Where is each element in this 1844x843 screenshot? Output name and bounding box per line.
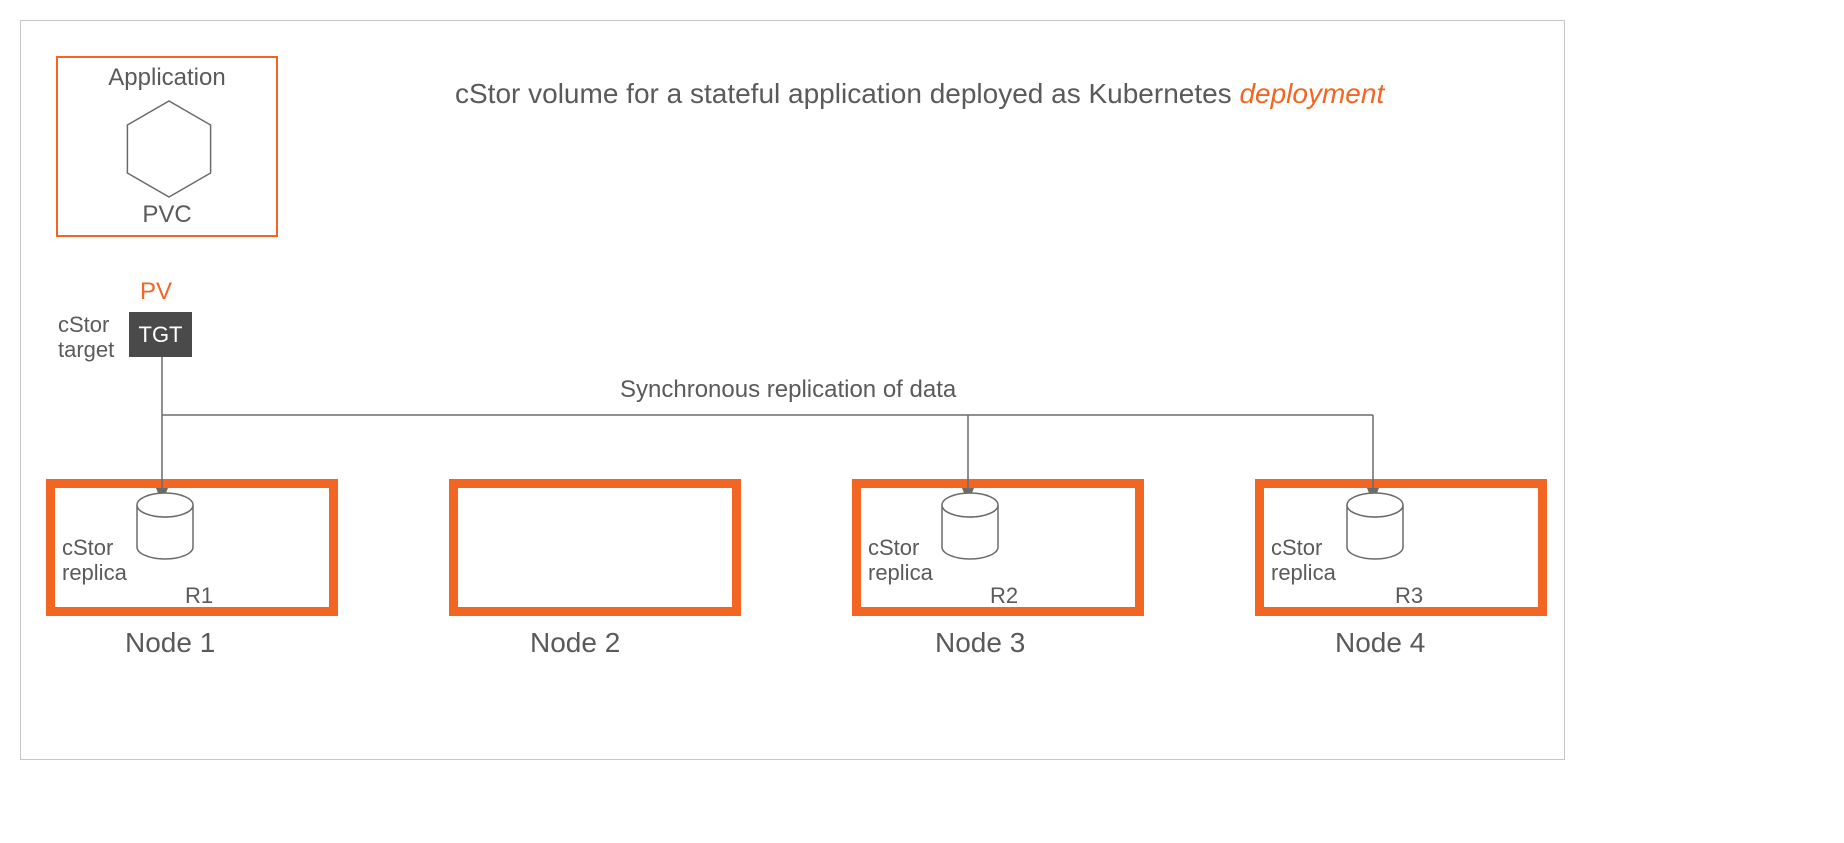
- tgt-box: TGT: [129, 312, 192, 357]
- title-suffix: deployment: [1239, 78, 1384, 109]
- hexagon-icon: [58, 58, 280, 239]
- node-label: Node 1: [125, 627, 215, 659]
- pv-label: PV: [140, 278, 172, 306]
- replica-name: R3: [1395, 583, 1423, 609]
- cstor-replica-label: cStorreplica: [1271, 535, 1336, 586]
- node-label: Node 3: [935, 627, 1025, 659]
- sync-replication-label: Synchronous replication of data: [620, 376, 956, 404]
- replica-name: R1: [185, 583, 213, 609]
- node-label: Node 4: [1335, 627, 1425, 659]
- node-label: Node 2: [530, 627, 620, 659]
- diagram-title: cStor volume for a stateful application …: [455, 78, 1384, 110]
- node-box: [449, 479, 741, 616]
- cstor-replica-label: cStorreplica: [868, 535, 933, 586]
- cstor-target-label: cStortarget: [58, 312, 114, 363]
- title-prefix: cStor volume for a stateful application …: [455, 78, 1239, 109]
- application-box: ApplicationPVC: [56, 56, 278, 237]
- replica-name: R2: [990, 583, 1018, 609]
- cstor-replica-label: cStorreplica: [62, 535, 127, 586]
